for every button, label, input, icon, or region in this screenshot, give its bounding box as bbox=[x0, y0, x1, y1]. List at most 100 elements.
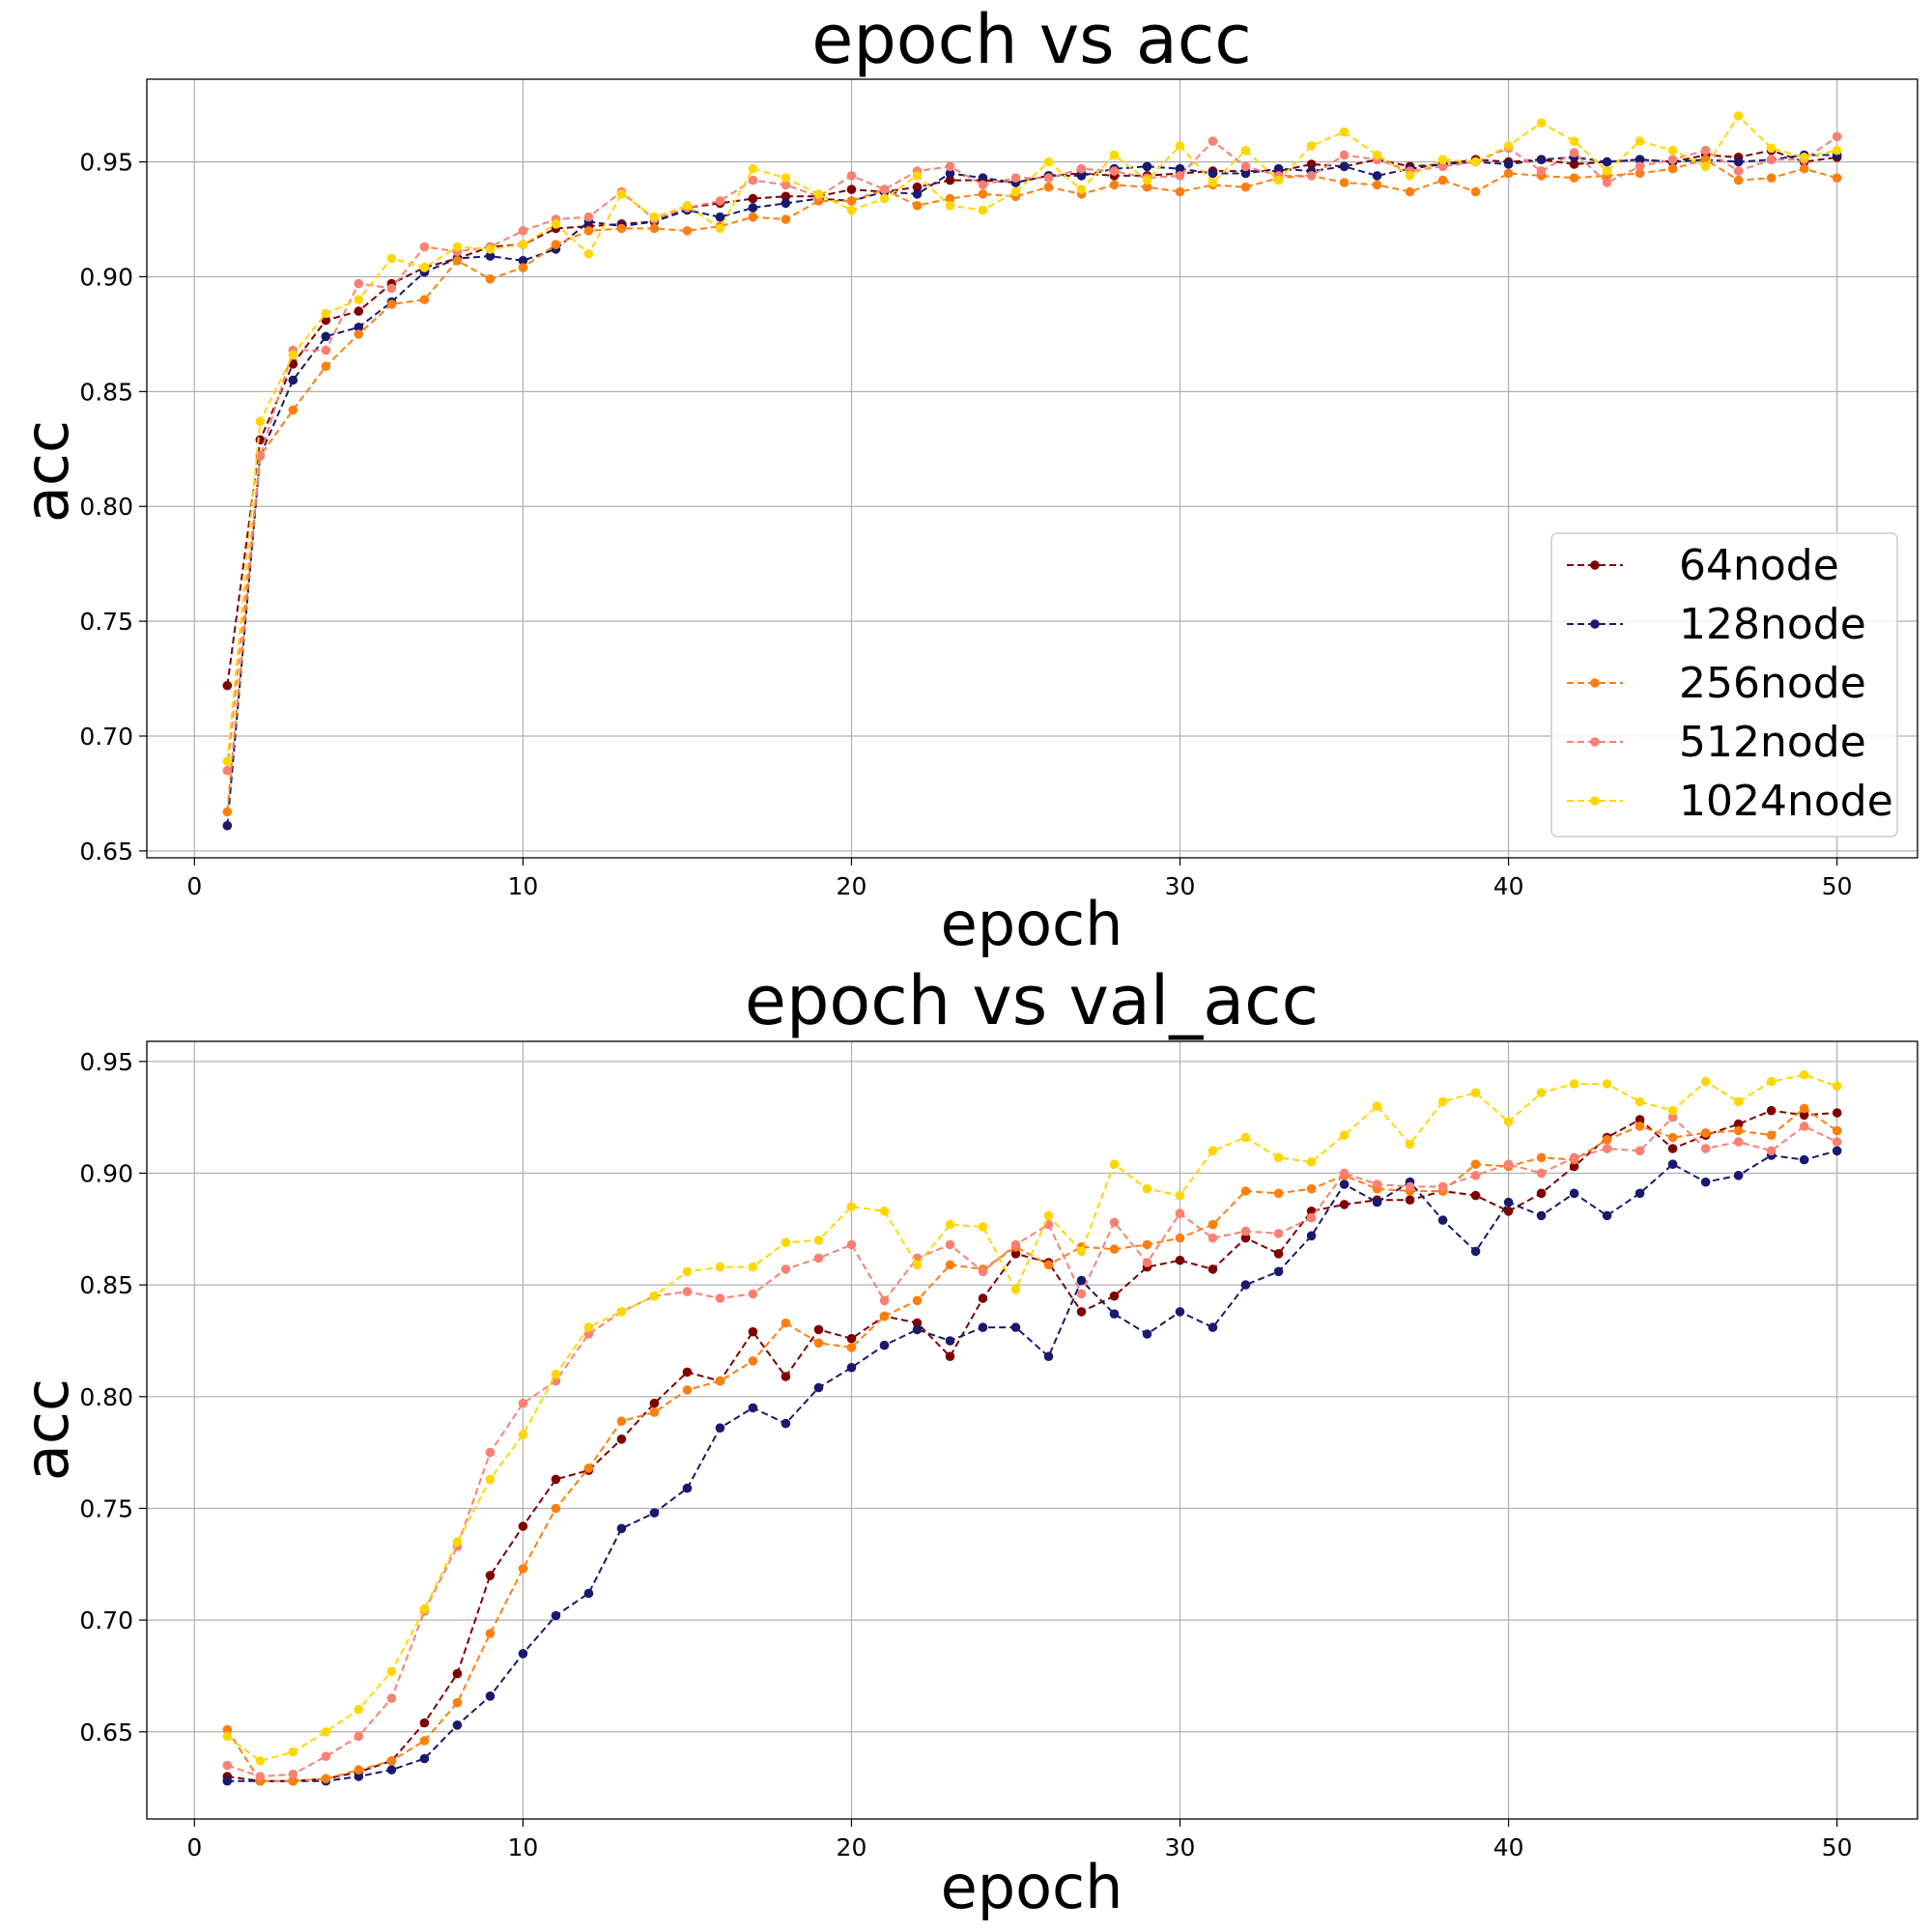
data-point bbox=[1634, 155, 1645, 164]
data-point bbox=[419, 295, 430, 305]
data-point bbox=[1832, 1108, 1842, 1118]
data-point bbox=[321, 345, 331, 355]
data-point bbox=[748, 1262, 758, 1272]
data-point bbox=[321, 1751, 331, 1761]
data-point bbox=[1010, 1249, 1021, 1259]
data-point bbox=[1240, 1233, 1251, 1243]
x-tick-label: 10 bbox=[507, 872, 538, 900]
data-point bbox=[1010, 1285, 1021, 1294]
data-point bbox=[583, 248, 594, 259]
data-point bbox=[846, 1362, 857, 1373]
data-point bbox=[846, 1333, 857, 1344]
data-point bbox=[1142, 161, 1152, 172]
data-point bbox=[1405, 1195, 1415, 1205]
data-point bbox=[781, 180, 791, 190]
data-point bbox=[518, 263, 528, 272]
data-point bbox=[386, 299, 397, 309]
data-point bbox=[222, 820, 233, 831]
series-1024node bbox=[222, 1069, 1842, 1766]
data-point bbox=[715, 1423, 725, 1433]
data-point bbox=[222, 680, 233, 691]
data-point bbox=[1175, 1233, 1185, 1243]
x-tick-label: 50 bbox=[1822, 1833, 1853, 1861]
data-point bbox=[1766, 1130, 1776, 1140]
data-point bbox=[288, 1769, 298, 1779]
data-point bbox=[1043, 1210, 1054, 1221]
chart-epoch-vs-val-acc: epoch vs val_acc epoch acc 0 10 20 30 40 50 0.… bbox=[12, 961, 1918, 1922]
data-point bbox=[1634, 1096, 1645, 1107]
data-point bbox=[222, 1760, 233, 1771]
data-point bbox=[1766, 143, 1776, 154]
data-point bbox=[1175, 1307, 1185, 1317]
x-tick-label: 20 bbox=[837, 1833, 867, 1861]
data-point bbox=[288, 1747, 298, 1757]
data-point bbox=[1405, 1139, 1415, 1150]
data-point bbox=[1142, 1258, 1152, 1267]
data-point bbox=[1766, 173, 1776, 183]
data-point bbox=[354, 329, 364, 339]
data-point bbox=[1634, 161, 1645, 172]
data-point bbox=[1667, 1144, 1678, 1153]
data-point bbox=[1733, 156, 1744, 167]
y-tick-label: 0.80 bbox=[79, 493, 133, 521]
data-point bbox=[354, 323, 364, 332]
data-point bbox=[551, 1369, 561, 1379]
data-point bbox=[255, 416, 266, 427]
data-point bbox=[518, 1564, 528, 1574]
legend-item: 256node bbox=[1567, 659, 1866, 708]
data-point bbox=[879, 185, 890, 194]
data-point bbox=[1175, 171, 1185, 181]
data-point bbox=[518, 256, 528, 266]
data-point bbox=[1109, 1217, 1120, 1228]
data-point bbox=[978, 180, 988, 190]
legend-marker bbox=[1590, 560, 1600, 570]
data-point bbox=[583, 1322, 594, 1332]
data-point bbox=[1372, 1179, 1382, 1189]
data-point bbox=[616, 1416, 627, 1426]
data-point bbox=[1240, 161, 1251, 172]
data-point bbox=[452, 1697, 463, 1708]
data-point bbox=[1372, 150, 1382, 160]
data-point bbox=[1503, 1159, 1514, 1169]
data-point bbox=[1043, 1260, 1054, 1270]
data-point bbox=[288, 405, 298, 415]
data-point bbox=[354, 1731, 364, 1742]
data-point bbox=[1667, 145, 1678, 156]
series-1024node bbox=[222, 111, 1842, 766]
data-point bbox=[616, 1435, 627, 1444]
data-point bbox=[1602, 1079, 1612, 1089]
data-point bbox=[1832, 1137, 1842, 1147]
series-line bbox=[227, 1109, 1837, 1782]
data-point bbox=[1536, 166, 1547, 176]
y-axis-label: acc bbox=[12, 1378, 82, 1481]
data-point bbox=[1273, 1266, 1284, 1277]
data-point bbox=[1306, 1183, 1317, 1194]
data-point bbox=[1470, 186, 1481, 197]
data-point bbox=[813, 189, 824, 199]
data-point bbox=[715, 1262, 725, 1272]
legend-label: 1024node bbox=[1679, 777, 1893, 826]
data-point bbox=[616, 189, 627, 199]
data-point bbox=[1832, 131, 1842, 142]
data-point bbox=[485, 251, 496, 261]
data-point bbox=[912, 1295, 923, 1306]
data-point bbox=[1010, 1322, 1021, 1332]
legend-item: 1024node bbox=[1567, 777, 1893, 826]
data-point bbox=[715, 1293, 725, 1303]
series-line bbox=[226, 1107, 1838, 1782]
data-point bbox=[912, 182, 923, 192]
data-point bbox=[1503, 141, 1514, 151]
data-point bbox=[1503, 168, 1514, 179]
series-line bbox=[226, 158, 1837, 812]
data-point bbox=[1602, 1135, 1612, 1145]
series-line bbox=[226, 135, 1838, 771]
data-point bbox=[616, 1307, 627, 1317]
data-point bbox=[1503, 1207, 1514, 1216]
data-point bbox=[879, 1295, 890, 1306]
series-line bbox=[226, 154, 1837, 826]
plot-frame bbox=[146, 78, 1918, 859]
legend-marker bbox=[1590, 796, 1600, 806]
data-point bbox=[945, 1351, 955, 1361]
data-point bbox=[813, 1382, 824, 1393]
